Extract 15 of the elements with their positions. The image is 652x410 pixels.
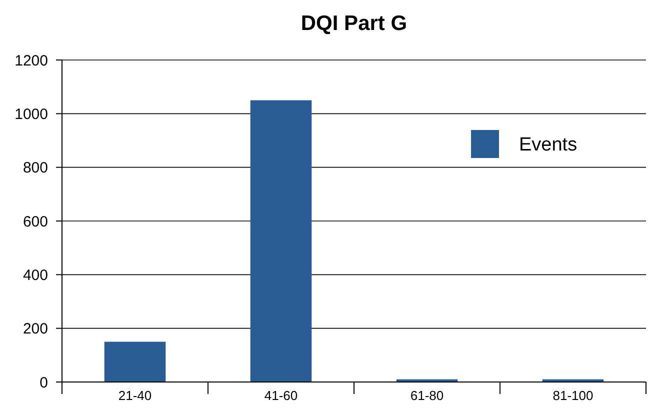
y-tick-label: 600 bbox=[22, 213, 48, 230]
chart-title: DQI Part G bbox=[300, 12, 408, 35]
x-tick-label: 21-40 bbox=[118, 388, 152, 403]
y-tick-label: 1200 bbox=[14, 52, 48, 70]
x-tick-label: 61-80 bbox=[410, 388, 444, 403]
legend-label: Events bbox=[519, 134, 578, 156]
y-tick-label: 1000 bbox=[14, 106, 48, 123]
y-tick-label: 400 bbox=[22, 266, 48, 284]
bar bbox=[250, 100, 312, 382]
y-tick-label: 800 bbox=[22, 160, 48, 177]
y-tick-label: 200 bbox=[22, 320, 48, 338]
bar bbox=[104, 342, 166, 382]
x-tick-label: 81-100 bbox=[552, 388, 594, 403]
y-tick-label: 0 bbox=[40, 374, 48, 392]
x-tick-label: 41-60 bbox=[264, 388, 298, 403]
